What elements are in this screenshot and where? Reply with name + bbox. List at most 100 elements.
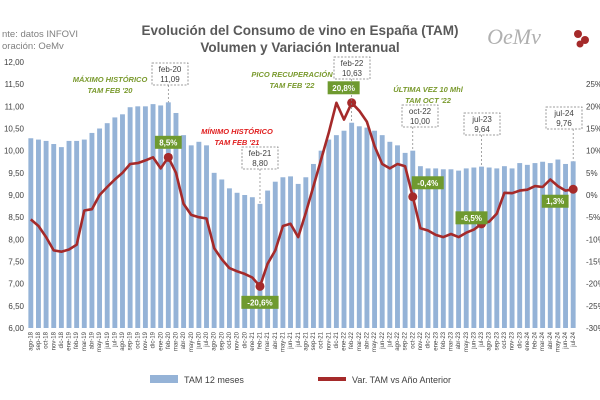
bar <box>448 169 454 328</box>
annotation-text: TAM FEB '22 <box>270 81 316 90</box>
left-axis-tick-label: 11,50 <box>5 80 25 89</box>
line-data-label-bg <box>455 211 488 225</box>
legend: TAM 12 meses Var. TAM vs Año Anterior <box>150 375 451 385</box>
chart-title-line2: Volumen y Variación Interanual <box>200 40 399 55</box>
x-tick-label: abr-19 <box>90 331 96 349</box>
x-tick-label: oct-20 <box>227 331 233 348</box>
source-line1: nte: datos INFOVI <box>2 29 78 40</box>
bar <box>242 195 248 328</box>
x-tick-label: may-20 <box>189 331 195 352</box>
x-tick-label: sep-19 <box>128 331 134 350</box>
x-tick-label: jul-23 <box>479 331 485 347</box>
x-tick-label: dic-22 <box>426 331 432 348</box>
x-tick-label: mar-21 <box>265 331 271 351</box>
bar <box>349 122 355 328</box>
x-tick-label: abr-22 <box>365 331 371 349</box>
x-tick-label: oct-19 <box>135 331 141 348</box>
callout-box <box>151 62 189 86</box>
x-tick-label: jun-20 <box>196 331 202 349</box>
x-tick-label: may-23 <box>464 331 470 352</box>
x-tick-label: ene-19 <box>67 331 73 350</box>
left-axis-tick-label: 12,00 <box>4 58 25 67</box>
left-axis-tick-label: 9,50 <box>8 169 24 178</box>
x-tick-label: may-22 <box>372 331 378 352</box>
annotation-text: ÚLTIMA VEZ 10 Mhl <box>393 85 464 94</box>
line-data-label-bg <box>154 135 182 149</box>
bar <box>333 135 339 328</box>
callout-value: 9,76 <box>556 119 572 128</box>
left-axis-tick-label: 9,00 <box>8 191 24 200</box>
callout-date: feb-20 <box>159 65 182 74</box>
bar <box>51 144 57 328</box>
left-axis-tick-label: 6,50 <box>8 302 24 311</box>
x-tick-label: jul-22 <box>387 331 393 347</box>
bar <box>196 141 202 328</box>
x-tick-label: feb-22 <box>349 331 355 349</box>
annotation-text: MÍNIMO HISTÓRICO <box>201 127 273 136</box>
left-axis-tick-label: 8,00 <box>8 235 24 244</box>
x-tick-label: feb-24 <box>533 331 539 349</box>
x-tick-label: ago-21 <box>303 331 309 350</box>
bar <box>379 135 385 328</box>
line-data-label-bg <box>541 194 569 208</box>
x-tick-label: sep-23 <box>494 331 500 350</box>
x-tick-label: ago-20 <box>212 331 218 350</box>
bar <box>563 163 568 328</box>
bar <box>364 127 370 328</box>
bar <box>326 139 332 328</box>
x-tick-label: jun-21 <box>288 331 294 349</box>
source-line2: oración: OeMv <box>2 41 64 52</box>
x-tick-label: oct-21 <box>319 331 325 348</box>
bar <box>532 163 538 328</box>
logo-grape-icon-2 <box>581 36 589 44</box>
chart-title-line1: Evolución del Consumo de vino en España … <box>141 23 458 38</box>
x-tick-label: may-24 <box>555 331 561 352</box>
bar <box>486 167 492 328</box>
x-tick-label: jul-24 <box>571 331 577 347</box>
x-tick-label: ene-20 <box>158 331 164 350</box>
legend-label-line: Var. TAM vs Año Anterior <box>352 375 451 385</box>
x-tick-label: jul-19 <box>112 331 118 347</box>
annotation-text: TAM FEB '20 <box>88 86 134 95</box>
right-axis-tick-label: -30% <box>586 324 600 333</box>
bar <box>181 135 187 328</box>
x-tick-label: abr-24 <box>548 331 554 349</box>
x-tick-label: dic-18 <box>59 331 65 348</box>
x-tick-label: ene-22 <box>342 331 348 350</box>
x-tick-label: feb-23 <box>441 331 447 349</box>
x-tick-label: ago-22 <box>395 331 401 350</box>
right-axis-tick-label: 25% <box>586 80 600 89</box>
x-tick-label: oct-23 <box>502 331 508 348</box>
x-tick-label: mar-19 <box>82 331 88 351</box>
line-data-label: 8,5% <box>159 138 177 147</box>
bar <box>547 163 553 328</box>
legend-swatch-bars <box>150 375 178 383</box>
bar <box>104 123 110 329</box>
bar <box>440 169 446 328</box>
x-tick-label: nov-18 <box>51 331 57 350</box>
bar <box>74 140 80 328</box>
x-tick-label: dic-19 <box>151 331 157 348</box>
x-tick-label: sep-22 <box>403 331 409 350</box>
right-axis-tick-label: 0% <box>586 191 598 200</box>
bar <box>288 176 293 328</box>
bar <box>135 106 141 328</box>
left-axis-tick-label: 10,00 <box>4 147 25 156</box>
bar <box>142 106 148 328</box>
callout-date: feb-22 <box>341 59 364 68</box>
x-tick-label: nov-23 <box>510 331 516 350</box>
line-data-label: -6,5% <box>461 214 482 223</box>
line-data-label-bg <box>241 295 279 309</box>
left-axis-tick-label: 10,50 <box>4 125 25 134</box>
plot-area: 6,00 6,50 7,00 7,50 8,00 8,50 9,00 9,50 10,00 10,… <box>4 56 600 352</box>
logo: OeMv <box>487 24 589 49</box>
bar <box>501 166 507 328</box>
bar <box>433 168 439 328</box>
right-axis-tick-label: -15% <box>586 258 600 267</box>
x-tick-label: mar-23 <box>449 331 455 351</box>
x-tick-label: jul-21 <box>296 331 302 347</box>
x-tick-label: may-21 <box>280 331 286 352</box>
bar <box>173 112 179 328</box>
bar <box>89 132 95 328</box>
